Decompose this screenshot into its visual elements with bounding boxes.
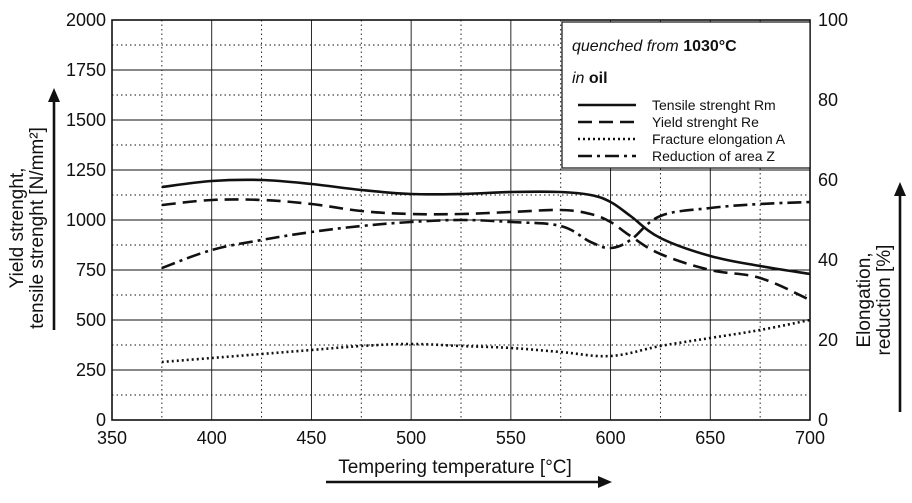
y-right-tick-label: 100	[818, 10, 848, 30]
legend-condition-1: quenched from 1030°C	[572, 38, 737, 55]
legend-label-solid: Tensile strenght Rm	[652, 97, 776, 113]
y-left-tick-label: 1000	[66, 210, 106, 230]
x-axis-arrow-head	[598, 476, 612, 488]
plot-area-border	[111, 19, 811, 421]
series-lines	[161, 178, 811, 364]
legend-label-dashdot: Reduction of area Z	[652, 148, 775, 164]
series-line-dashed	[161, 198, 811, 302]
legend-condition-2-value: oil	[589, 70, 608, 87]
y-right-tick-label: 20	[818, 330, 838, 350]
y-left-tick-label: 1750	[66, 60, 106, 80]
y-right-tick-label: 40	[818, 250, 838, 270]
legend-box	[561, 21, 811, 169]
x-tick-label: 650	[695, 428, 725, 448]
right-axis-arrow-head	[894, 182, 906, 196]
y-right-tick-label: 60	[818, 170, 838, 190]
y-left-tick-label: 500	[76, 310, 106, 330]
legend-label-dotted: Fracture elongation A	[652, 131, 786, 147]
y-left-tick-label: 750	[76, 260, 106, 280]
legend-label-dashed: Yield strenght Re	[652, 114, 759, 130]
x-tick-label: 500	[396, 428, 426, 448]
axis-titles: Tempering temperature [°C] Yield strengh…	[7, 88, 906, 488]
x-tick-label: 700	[795, 428, 825, 448]
series-line-solid	[161, 178, 811, 276]
y-left-tick-label: 250	[76, 360, 106, 380]
x-tick-label: 400	[197, 428, 227, 448]
y-left-tick-label: 1250	[66, 160, 106, 180]
y-left-tick-label: 1500	[66, 110, 106, 130]
legend-condition-1-text: quenched from	[572, 38, 683, 55]
y-right-axis-label-line-2: reduction [%]	[874, 245, 895, 356]
y-left-axis-label-line-2: tensile strenght [N/mm²]	[27, 127, 48, 329]
y-left-axis-label-line-1: Yield strenght,	[7, 168, 28, 289]
legend: quenched from 1030°C in oil Tensile stre…	[561, 21, 811, 169]
legend-condition-2-text: in	[572, 70, 589, 87]
y-right-tick-label: 0	[818, 410, 828, 430]
series-line-dotted	[161, 318, 811, 364]
legend-condition-2: in oil	[572, 70, 608, 87]
x-tick-label: 350	[97, 428, 127, 448]
y-left-tick-label: 2000	[66, 10, 106, 30]
y-right-axis-label-line-1: Elongation,	[854, 252, 875, 347]
x-tick-label: 600	[596, 428, 626, 448]
x-tick-label: 450	[296, 428, 326, 448]
legend-condition-1-value: 1030°C	[683, 38, 737, 55]
x-axis-label: Tempering temperature [°C]	[338, 457, 572, 478]
y-right-tick-label: 80	[818, 90, 838, 110]
left-axis-arrow-head	[48, 88, 60, 102]
x-tick-label: 550	[496, 428, 526, 448]
y-left-tick-label: 0	[96, 410, 106, 430]
tick-labels: 350 400 450 500 550 600 650 7000250500750100012…	[66, 10, 848, 448]
series-line-dashdot	[161, 200, 811, 270]
plot-frame	[111, 19, 811, 421]
